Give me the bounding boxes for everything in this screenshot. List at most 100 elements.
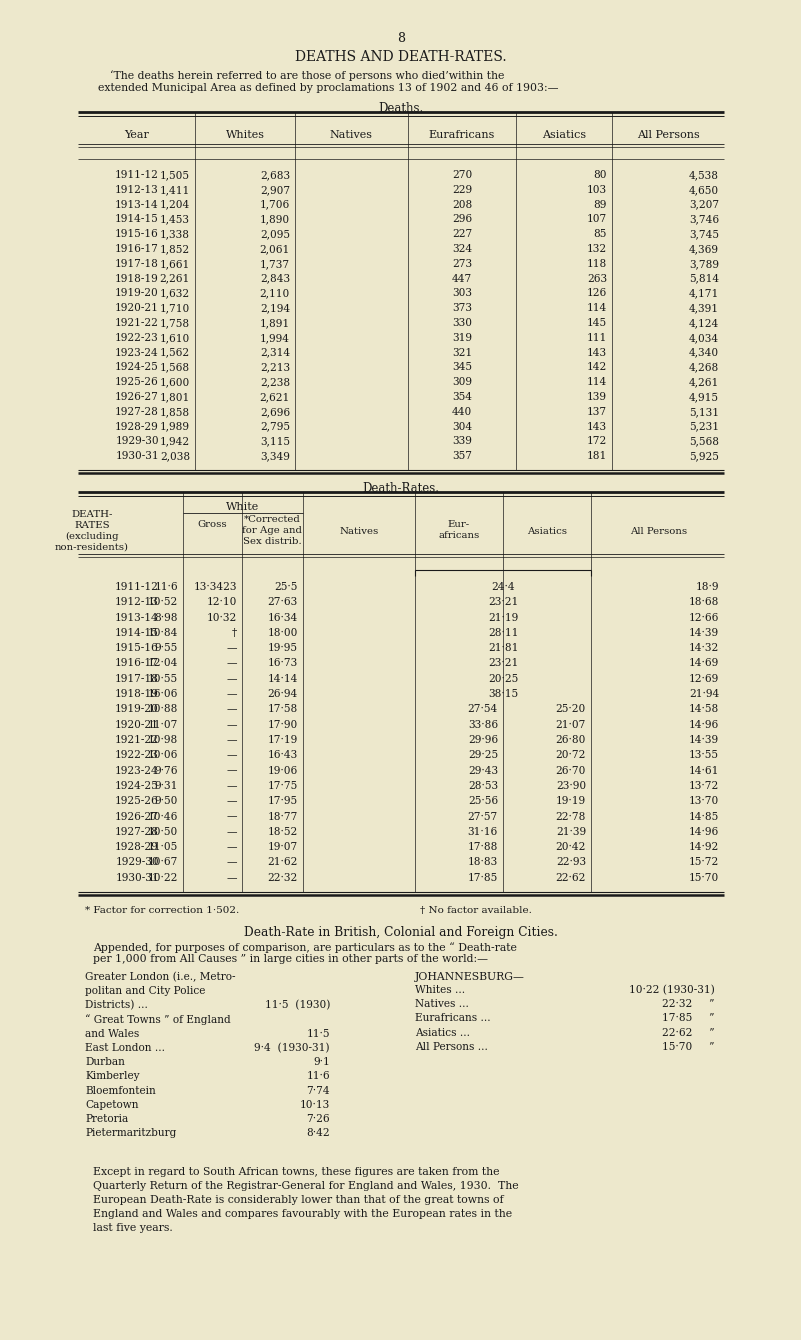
Text: 5,925: 5,925 [689,452,719,461]
Text: 8: 8 [397,32,405,46]
Text: Bloemfontein: Bloemfontein [85,1085,155,1096]
Text: Pietermaritzburg: Pietermaritzburg [85,1128,176,1138]
Text: 21·19: 21·19 [488,612,518,623]
Text: 1921-22: 1921-22 [115,736,159,745]
Text: 1911-12: 1911-12 [115,170,159,180]
Text: 21·62: 21·62 [268,858,298,867]
Text: 27·57: 27·57 [468,812,498,821]
Text: —: — [227,858,237,867]
Text: 17·95: 17·95 [268,796,298,807]
Text: 25·56: 25·56 [468,796,498,807]
Text: 114: 114 [587,303,607,314]
Text: 11·6: 11·6 [155,582,178,592]
Text: 126: 126 [587,288,607,299]
Text: 19·95: 19·95 [268,643,298,653]
Text: 447: 447 [452,273,472,284]
Text: 14·96: 14·96 [689,827,719,836]
Text: 5,231: 5,231 [689,422,719,431]
Text: 3,115: 3,115 [260,437,290,446]
Text: 132: 132 [587,244,607,255]
Text: 11·05: 11·05 [147,842,178,852]
Text: 10·84: 10·84 [147,628,178,638]
Text: 1922-23: 1922-23 [115,332,159,343]
Text: 2,194: 2,194 [260,303,290,314]
Text: 14·69: 14·69 [689,658,719,669]
Text: per 1,000 from All Causes ” in large cities in other parts of the world:—: per 1,000 from All Causes ” in large cit… [93,954,488,963]
Text: 4,915: 4,915 [689,393,719,402]
Text: 10·32: 10·32 [207,612,237,623]
Text: Asiatics: Asiatics [527,527,567,536]
Text: last five years.: last five years. [93,1222,173,1233]
Text: 5,568: 5,568 [689,437,719,446]
Text: Greater London (i.e., Metro-: Greater London (i.e., Metro- [85,972,235,982]
Text: —: — [227,689,237,699]
Text: 23·21: 23·21 [488,598,518,607]
Text: 1924-25: 1924-25 [115,362,159,373]
Text: Durban: Durban [85,1057,125,1067]
Text: 1,852: 1,852 [160,244,190,255]
Text: 28·11: 28·11 [488,628,518,638]
Text: White: White [227,502,260,512]
Text: 21·94: 21·94 [689,689,719,699]
Text: 1917-18: 1917-18 [115,674,159,683]
Text: 2,795: 2,795 [260,422,290,431]
Text: 1,737: 1,737 [260,259,290,269]
Text: and Wales: and Wales [85,1029,139,1039]
Text: 26·80: 26·80 [556,736,586,745]
Text: 1930-31: 1930-31 [115,452,159,461]
Text: 1,411: 1,411 [159,185,190,194]
Text: Asiatics: Asiatics [542,130,586,139]
Text: 11·5: 11·5 [307,1029,330,1039]
Text: 208: 208 [452,200,472,209]
Text: 1928-29: 1928-29 [115,842,159,852]
Text: 29·43: 29·43 [468,765,498,776]
Text: —: — [227,842,237,852]
Text: Death-Rate in British, Colonial and Foreign Cities.: Death-Rate in British, Colonial and Fore… [244,926,558,939]
Text: 1911-12: 1911-12 [115,582,159,592]
Text: 107: 107 [587,214,607,224]
Text: 2,261: 2,261 [159,273,190,284]
Text: 27·54: 27·54 [468,705,498,714]
Text: 9·31: 9·31 [155,781,178,791]
Text: 14·39: 14·39 [689,736,719,745]
Text: 21·39: 21·39 [556,827,586,836]
Text: 21·81: 21·81 [488,643,518,653]
Text: —: — [227,765,237,776]
Text: 2,621: 2,621 [260,393,290,402]
Text: Death-Rates.: Death-Rates. [363,482,440,494]
Text: 16·06: 16·06 [147,689,178,699]
Text: —: — [227,658,237,669]
Text: 1,710: 1,710 [159,303,190,314]
Text: 2,238: 2,238 [260,377,290,387]
Text: 12·10: 12·10 [207,598,237,607]
Text: 373: 373 [452,303,472,314]
Text: 80: 80 [594,170,607,180]
Text: JOHANNESBURG—: JOHANNESBURG— [415,972,525,982]
Text: *Corrected: *Corrected [244,515,300,524]
Text: 17·85: 17·85 [468,872,498,883]
Text: 139: 139 [587,393,607,402]
Text: 1,568: 1,568 [160,362,190,373]
Text: 1,758: 1,758 [160,318,190,328]
Text: 5,814: 5,814 [689,273,719,284]
Text: 1915-16: 1915-16 [115,229,159,240]
Text: 1930-31: 1930-31 [115,872,159,883]
Text: 111: 111 [587,332,607,343]
Text: 1914-15: 1914-15 [115,214,159,224]
Text: 10·22: 10·22 [147,872,178,883]
Text: 29·25: 29·25 [468,750,498,760]
Text: 10·67: 10·67 [147,858,178,867]
Text: 1923-24: 1923-24 [115,347,159,358]
Text: 2,683: 2,683 [260,170,290,180]
Text: 3,789: 3,789 [689,259,719,269]
Text: 1,610: 1,610 [159,332,190,343]
Text: 2,061: 2,061 [260,244,290,255]
Text: 12·66: 12·66 [689,612,719,623]
Text: africans: africans [438,531,480,540]
Text: 1920-21: 1920-21 [115,720,159,730]
Text: 1,204: 1,204 [159,200,190,209]
Text: England and Wales and compares favourably with the European rates in the: England and Wales and compares favourabl… [93,1209,512,1218]
Text: 29·96: 29·96 [468,736,498,745]
Text: 3,745: 3,745 [689,229,719,240]
Text: 4,538: 4,538 [689,170,719,180]
